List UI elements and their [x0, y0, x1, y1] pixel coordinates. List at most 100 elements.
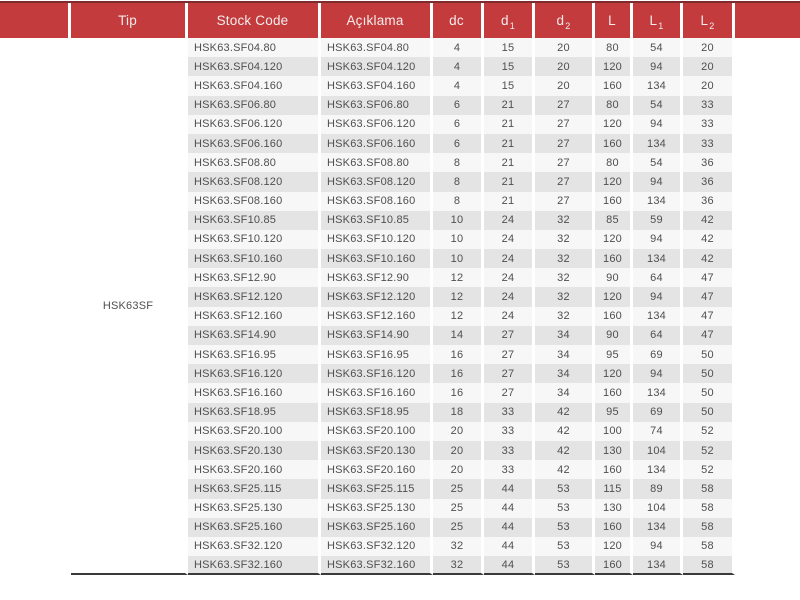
- cell-d2: 34: [535, 345, 595, 365]
- cell-l: 130: [595, 498, 633, 518]
- cell-d2: 32: [535, 249, 595, 269]
- cell-aciklama: HSK63.SF16.120: [321, 364, 433, 384]
- cell-dc: 10: [433, 249, 484, 269]
- col-header-tip: Tip: [71, 3, 188, 38]
- cell-l2: 36: [683, 153, 735, 173]
- col-header-L: L: [595, 3, 633, 38]
- cell-l1: 94: [633, 172, 683, 192]
- col-subscript: 2: [565, 21, 571, 31]
- header-row: Tip Stock Code Açıklama dc d1 d2 L L1 L2: [0, 3, 800, 38]
- cell-dc: 20: [433, 460, 484, 480]
- cell-dc: 14: [433, 325, 484, 345]
- cell-l: 160: [595, 517, 633, 537]
- cell-l1: 134: [633, 517, 683, 537]
- cell-d2: 34: [535, 383, 595, 403]
- table-row: HSK63.SF10.85 HSK63.SF10.85 10 24 32 85 59 42: [0, 210, 800, 230]
- cell-d1: 24: [484, 249, 535, 269]
- cell-l1: 94: [633, 364, 683, 384]
- cell-dc: 25: [433, 517, 484, 537]
- cell-l1: 54: [633, 153, 683, 173]
- cell-d2: 27: [535, 114, 595, 134]
- cell-aciklama: HSK63.SF25.160: [321, 517, 433, 537]
- table-row: HSK63.SF12.160 HSK63.SF12.160 12 24 32 160 134…: [0, 306, 800, 326]
- cell-dc: 20: [433, 421, 484, 441]
- cell-dc: 12: [433, 268, 484, 288]
- cell-l2: 47: [683, 306, 735, 326]
- cell-l1: 89: [633, 479, 683, 499]
- cell-aciklama: HSK63.SF18.95: [321, 402, 433, 422]
- cell-aciklama: HSK63.SF06.80: [321, 95, 433, 115]
- cell-aciklama: HSK63.SF12.120: [321, 287, 433, 307]
- cell-stock_code: HSK63.SF10.160: [188, 249, 321, 269]
- table-row: HSK63.SF12.120 HSK63.SF12.120 12 24 32 120 94 4…: [0, 287, 800, 307]
- cell-d2: 42: [535, 402, 595, 422]
- cell-l2: 58: [683, 498, 735, 518]
- table-body: HSK63SF HSK63.SF04.80 HSK63.SF04.80 4 15 20 80…: [0, 38, 800, 576]
- cell-aciklama: HSK63.SF04.120: [321, 57, 433, 77]
- col-label: L: [608, 13, 616, 28]
- cell-d2: 32: [535, 306, 595, 326]
- cell-l1: 54: [633, 95, 683, 115]
- cell-stock_code: HSK63.SF04.160: [188, 76, 321, 96]
- cell-d1: 24: [484, 268, 535, 288]
- cell-stock_code: HSK63.SF16.160: [188, 383, 321, 403]
- cell-aciklama: HSK63.SF10.85: [321, 210, 433, 230]
- col-header-L1: L1: [633, 3, 683, 38]
- cell-dc: 25: [433, 498, 484, 518]
- cell-aciklama: HSK63.SF20.100: [321, 421, 433, 441]
- cell-l2: 47: [683, 325, 735, 345]
- cell-dc: 4: [433, 57, 484, 77]
- cell-d1: 44: [484, 536, 535, 557]
- cell-aciklama: HSK63.SF10.120: [321, 229, 433, 250]
- cell-aciklama: HSK63.SF14.90: [321, 325, 433, 345]
- cell-aciklama: HSK63.SF32.160: [321, 556, 433, 576]
- table-row: HSK63.SF16.160 HSK63.SF16.160 16 27 34 160 134…: [0, 383, 800, 403]
- cell-dc: 25: [433, 479, 484, 499]
- cell-stock_code: HSK63.SF12.160: [188, 306, 321, 326]
- cell-l: 120: [595, 57, 633, 77]
- cell-l: 120: [595, 536, 633, 557]
- table-row: HSK63.SF08.120 HSK63.SF08.120 8 21 27 120 94 36: [0, 172, 800, 192]
- cell-dc: 16: [433, 383, 484, 403]
- cell-aciklama: HSK63.SF20.160: [321, 460, 433, 480]
- cell-stock_code: HSK63.SF14.90: [188, 325, 321, 345]
- cell-l2: 33: [683, 114, 735, 134]
- cell-dc: 4: [433, 76, 484, 96]
- col-label: dc: [449, 13, 464, 28]
- cell-l: 120: [595, 229, 633, 250]
- col-header-aciklama: Açıklama: [321, 3, 433, 38]
- cell-stock_code: HSK63.SF08.120: [188, 172, 321, 192]
- cell-aciklama: HSK63.SF06.160: [321, 133, 433, 154]
- cell-d2: 53: [535, 536, 595, 557]
- cell-d2: 27: [535, 172, 595, 192]
- cell-l: 80: [595, 38, 633, 58]
- cell-stock_code: HSK63.SF06.80: [188, 95, 321, 115]
- cell-l: 160: [595, 191, 633, 211]
- cell-l2: 33: [683, 133, 735, 154]
- cell-aciklama: HSK63.SF12.90: [321, 268, 433, 288]
- table-row: HSK63.SF08.160 HSK63.SF08.160 8 21 27 160 134 3…: [0, 191, 800, 211]
- cell-l2: 58: [683, 556, 735, 576]
- cell-stock_code: HSK63.SF12.120: [188, 287, 321, 307]
- cell-aciklama: HSK63.SF08.120: [321, 172, 433, 192]
- table-row: HSK63.SF04.120 HSK63.SF04.120 4 15 20 120 94 20: [0, 57, 800, 77]
- cell-d2: 27: [535, 153, 595, 173]
- cell-d1: 15: [484, 38, 535, 58]
- table-row: HSK63.SF32.160 HSK63.SF32.160 32 44 53 160 134…: [0, 556, 800, 576]
- cell-l1: 134: [633, 191, 683, 211]
- col-header-d2: d2: [535, 3, 595, 38]
- table-header: Tip Stock Code Açıklama dc d1 d2 L L1 L2: [0, 3, 800, 38]
- table-row: HSK63.SF20.100 HSK63.SF20.100 20 33 42 100 74 5…: [0, 421, 800, 441]
- cell-l2: 52: [683, 421, 735, 441]
- tip-group-cell: HSK63SF: [71, 38, 188, 576]
- cell-dc: 16: [433, 345, 484, 365]
- table-row: HSK63.SF06.80 HSK63.SF06.80 6 21 27 80 54 33: [0, 95, 800, 115]
- cell-l1: 134: [633, 249, 683, 269]
- cell-stock_code: HSK63.SF10.120: [188, 229, 321, 250]
- col-label: Tip: [118, 13, 137, 28]
- table-row: HSK63.SF20.130 HSK63.SF20.130 20 33 42 130 104…: [0, 440, 800, 461]
- cell-l2: 47: [683, 268, 735, 288]
- cell-stock_code: HSK63.SF08.160: [188, 191, 321, 211]
- table-row: HSK63.SF25.130 HSK63.SF25.130 25 44 53 130 104…: [0, 498, 800, 518]
- cell-l2: 58: [683, 479, 735, 499]
